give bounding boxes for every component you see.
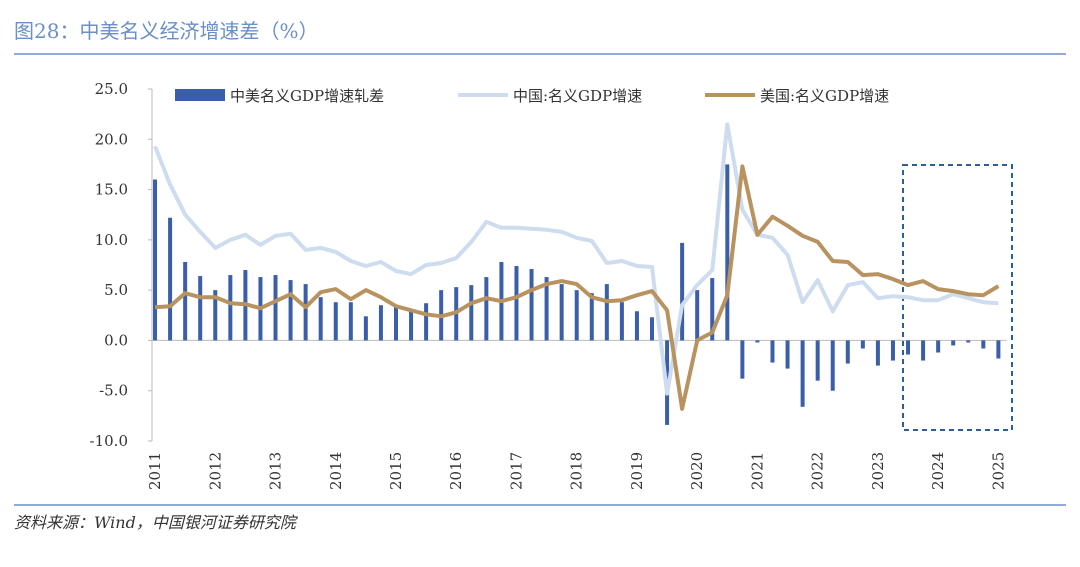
bar bbox=[981, 340, 986, 349]
y-tick-label: 0.0 bbox=[104, 331, 128, 349]
bar bbox=[890, 340, 895, 361]
x-tick-label: 2025 bbox=[989, 452, 1007, 490]
bar bbox=[695, 290, 700, 341]
bar bbox=[830, 340, 835, 391]
bar bbox=[740, 340, 745, 379]
legend-label: 美国:名义GDP增速 bbox=[760, 87, 889, 105]
y-tick-label: 25.0 bbox=[95, 80, 128, 98]
bar bbox=[951, 340, 956, 346]
bar bbox=[634, 311, 639, 341]
bar bbox=[966, 340, 971, 343]
y-tick-label: 10.0 bbox=[95, 231, 128, 249]
bar bbox=[529, 269, 534, 341]
bar bbox=[800, 340, 805, 407]
bar bbox=[860, 340, 865, 349]
legend-label: 中美名义GDP增速轧差 bbox=[230, 87, 384, 105]
x-tick-label: 2014 bbox=[327, 452, 345, 490]
bar bbox=[815, 340, 820, 381]
bar bbox=[619, 302, 624, 341]
bar bbox=[153, 179, 158, 341]
bar bbox=[273, 275, 278, 341]
bar bbox=[589, 293, 594, 341]
x-tick-label: 2017 bbox=[507, 452, 525, 490]
x-tick-label: 2020 bbox=[688, 452, 706, 490]
x-tick-label: 2018 bbox=[568, 452, 586, 490]
bar bbox=[378, 305, 383, 341]
legend-label: 中国:名义GDP增速 bbox=[513, 87, 642, 105]
y-tick-label: -10.0 bbox=[90, 432, 128, 450]
bar bbox=[650, 317, 655, 341]
bar bbox=[604, 284, 609, 341]
x-tick-label: 2024 bbox=[929, 452, 947, 490]
source: 资料来源：Wind，中国银河证券研究院 bbox=[14, 513, 299, 532]
y-tick-label: -5.0 bbox=[99, 382, 128, 400]
line bbox=[153, 122, 999, 396]
bar bbox=[921, 340, 926, 361]
bar bbox=[906, 340, 911, 355]
bar bbox=[725, 164, 730, 341]
legend-swatch bbox=[175, 89, 225, 101]
x-tick-label: 2016 bbox=[447, 452, 465, 490]
bar bbox=[393, 306, 398, 341]
x-tick-label: 2012 bbox=[206, 452, 224, 490]
bar bbox=[348, 302, 353, 341]
bar bbox=[574, 290, 579, 341]
bar bbox=[559, 284, 564, 341]
bar bbox=[318, 297, 323, 341]
bar bbox=[469, 285, 474, 341]
bar bbox=[514, 266, 519, 341]
y-tick-label: 15.0 bbox=[95, 181, 128, 199]
bar bbox=[755, 340, 760, 343]
bar bbox=[333, 302, 338, 341]
x-tick-label: 2022 bbox=[809, 452, 827, 490]
bar bbox=[544, 277, 549, 341]
bar bbox=[996, 340, 1001, 359]
bar bbox=[363, 316, 368, 341]
bar bbox=[680, 242, 685, 341]
y-tick-label: 20.0 bbox=[95, 130, 128, 148]
bar bbox=[183, 261, 188, 341]
x-tick-label: 2011 bbox=[146, 452, 164, 490]
line bbox=[154, 164, 1000, 411]
bar bbox=[409, 310, 414, 341]
bar bbox=[228, 275, 233, 341]
bar bbox=[198, 276, 203, 341]
bar bbox=[288, 280, 293, 341]
x-tick-label: 2019 bbox=[628, 452, 646, 490]
bar bbox=[710, 278, 715, 341]
bar bbox=[213, 290, 218, 341]
x-tick-label: 2013 bbox=[267, 452, 285, 490]
x-tick-label: 2015 bbox=[387, 452, 405, 490]
bar bbox=[770, 340, 775, 363]
bar bbox=[168, 217, 173, 341]
bar bbox=[936, 340, 941, 353]
bar bbox=[484, 277, 489, 341]
x-tick-label: 2023 bbox=[869, 452, 887, 490]
bar bbox=[785, 340, 790, 369]
bar bbox=[875, 340, 880, 366]
y-tick-label: 5.0 bbox=[104, 281, 128, 299]
bar bbox=[845, 340, 850, 364]
bar bbox=[424, 303, 429, 341]
x-tick-label: 2021 bbox=[748, 452, 766, 490]
bar bbox=[303, 284, 308, 341]
title: 图28：中美名义经济增速差（%） bbox=[14, 19, 318, 43]
